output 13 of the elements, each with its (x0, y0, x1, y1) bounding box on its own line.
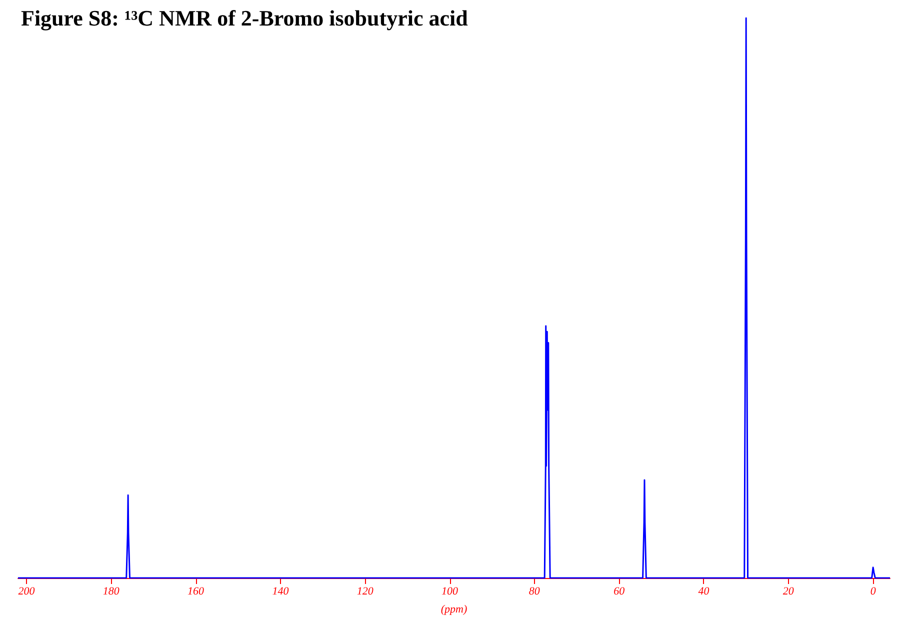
x-tick-label: 180 (102, 586, 120, 598)
x-tick-label: 60 (614, 586, 626, 598)
x-tick-label: 140 (272, 586, 290, 598)
x-tick-label: 100 (442, 586, 459, 598)
x-tick-label: 40 (698, 586, 710, 598)
x-tick-label: 120 (356, 586, 374, 598)
x-tick-label: 80 (528, 586, 540, 598)
chart-title: Figure S8: ¹³C NMR of 2-Bromo isobutyric acid (21, 6, 468, 30)
x-tick-label: 20 (782, 586, 794, 598)
x-tick-label: 200 (18, 586, 36, 598)
x-tick-label: 160 (188, 586, 205, 598)
x-tick-label: 0 (870, 586, 876, 598)
x-axis-title: (ppm) (440, 604, 468, 616)
